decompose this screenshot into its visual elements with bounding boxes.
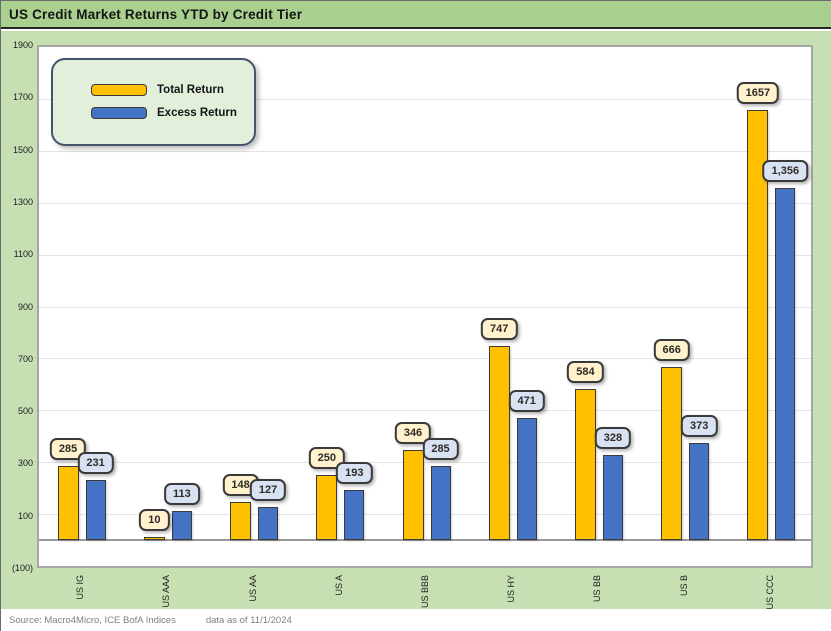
- gridline: [39, 410, 811, 412]
- y-tick-label: 1300: [12, 196, 33, 207]
- x-axis-label-us-hy: US HY: [506, 575, 517, 603]
- gridline: [39, 98, 811, 100]
- plot-area: 285 10 148 250 346 747 584 666 1657 231 113 127 193 2…: [37, 45, 813, 568]
- gridline: [39, 202, 811, 204]
- x-axis-label-us-ccc: US CCC: [764, 575, 775, 610]
- gridline: [39, 306, 811, 308]
- data-label: 747: [481, 318, 518, 341]
- data-label: 10: [139, 509, 170, 532]
- data-label: 193: [336, 461, 373, 484]
- data-label: 285: [49, 438, 87, 461]
- gridline: [39, 254, 811, 256]
- chart-title-bar: US Credit Market Returns YTD by Credit T…: [1, 1, 831, 29]
- total-return-bar-us-b: [661, 367, 683, 541]
- total-return-bar-us-a: [316, 475, 338, 541]
- excess-return-swatch: [91, 107, 147, 119]
- y-tick-label: 1700: [12, 92, 33, 103]
- excess-return-bar-us-aaa: [171, 510, 192, 541]
- y-tick-label: 900: [17, 301, 33, 312]
- excess-return-bar-us-aa: [258, 507, 279, 541]
- total-return-bar-us-bbb: [402, 450, 424, 541]
- x-axis-label-us-bbb: US BBB: [420, 575, 430, 609]
- total-return-bar-us-ccc: [747, 110, 769, 541]
- data-label: 584: [567, 360, 604, 383]
- data-label: 250: [308, 447, 345, 470]
- data-label: 113: [163, 482, 200, 505]
- data-label: 285: [422, 438, 459, 461]
- y-tick-label: 1100: [13, 249, 33, 260]
- data-label: 346: [394, 422, 432, 445]
- x-axis-label-us-aaa: US AAA: [161, 575, 172, 608]
- footer: Source: Macro4Micro, ICE BofA Indices da…: [1, 609, 831, 631]
- total-return-bar-us-ig: [57, 466, 79, 541]
- data-label: 666: [653, 339, 690, 362]
- gridline: [39, 358, 811, 360]
- legend: Total Return Excess Return: [51, 58, 256, 146]
- total-return-bar-us-aa: [230, 501, 252, 541]
- data-label: 1657: [736, 82, 780, 105]
- y-tick-label: 1500: [12, 144, 33, 155]
- y-tick-label: 700: [17, 353, 33, 364]
- gridline: [39, 462, 811, 464]
- y-tick-label: 300: [17, 458, 33, 469]
- total-return-swatch: [91, 84, 147, 96]
- total-return-bar-us-bb: [574, 388, 596, 541]
- total-return-bar-us-hy: [488, 346, 510, 541]
- y-tick-label: 100: [17, 510, 33, 521]
- chart-region: 1900 1700 1500 1300 1100 900 700 500 300 100 (100)…: [1, 31, 831, 610]
- x-axis-label-us-b: US B: [678, 575, 689, 597]
- y-tick-label: 1900: [12, 40, 33, 50]
- x-axis-label-us-bb: US BB: [592, 575, 603, 603]
- zero-axis-line: [39, 539, 811, 542]
- source-note: Source: Macro4Micro, ICE BofA Indices: [9, 615, 176, 626]
- excess-return-bar-us-bbb: [430, 466, 451, 541]
- excess-return-bar-us-ccc: [775, 188, 796, 541]
- legend-label-excess-return: Excess Return: [157, 107, 237, 119]
- x-axis-label-us-ig: US IG: [75, 575, 86, 600]
- excess-return-bar-us-b: [689, 443, 710, 541]
- legend-label-total-return: Total Return: [157, 84, 224, 96]
- legend-item-total-return: Total Return: [91, 84, 254, 96]
- x-axis-label-us-a: US A: [333, 575, 344, 596]
- data-label: 231: [77, 452, 114, 475]
- total-return-bar-us-aaa: [143, 537, 165, 541]
- excess-return-bar-us-bb: [602, 454, 623, 541]
- data-label: 1,356: [762, 160, 809, 183]
- data-label: 471: [508, 389, 545, 412]
- data-label: 127: [249, 479, 287, 502]
- y-tick-label: (100): [11, 563, 33, 573]
- excess-return-bar-us-hy: [516, 417, 537, 541]
- y-tick-label: 500: [17, 406, 33, 417]
- data-label: 373: [680, 415, 718, 438]
- gridline: [39, 150, 811, 152]
- gridline: [39, 514, 811, 516]
- chart-title: US Credit Market Returns YTD by Credit T…: [9, 6, 303, 22]
- data-label: 148: [222, 473, 259, 496]
- excess-return-bar-us-a: [344, 489, 365, 541]
- x-axis-label-us-aa: US AA: [247, 575, 258, 602]
- asof-note: data as of 11/1/2024: [205, 615, 292, 626]
- data-label: 328: [594, 426, 632, 449]
- excess-return-bar-us-ig: [85, 480, 106, 541]
- legend-item-excess-return: Excess Return: [91, 107, 254, 119]
